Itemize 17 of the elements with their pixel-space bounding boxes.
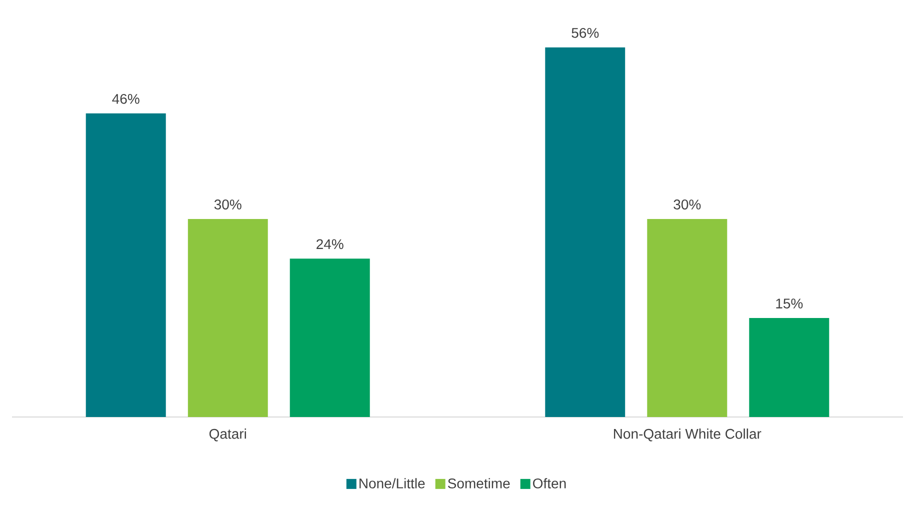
x-tick-label: Qatari: [209, 428, 246, 442]
bar: [290, 258, 370, 417]
data-label: 46%: [112, 94, 140, 104]
bar: [545, 47, 626, 417]
bar: [749, 318, 830, 417]
data-label: 30%: [214, 200, 242, 210]
data-label: 56%: [572, 28, 599, 38]
data-label: 24%: [316, 239, 344, 250]
legend-label: None/Little: [360, 478, 425, 488]
data-label: 30%: [674, 200, 701, 210]
data-label: 15%: [776, 298, 803, 308]
legend-label: Sometime: [448, 478, 510, 488]
bar: [647, 219, 728, 417]
bar: [188, 219, 268, 417]
x-tick-label: Non-Qatari White Collar: [614, 428, 762, 442]
legend-label: Often: [533, 478, 566, 488]
bar: [86, 113, 166, 417]
